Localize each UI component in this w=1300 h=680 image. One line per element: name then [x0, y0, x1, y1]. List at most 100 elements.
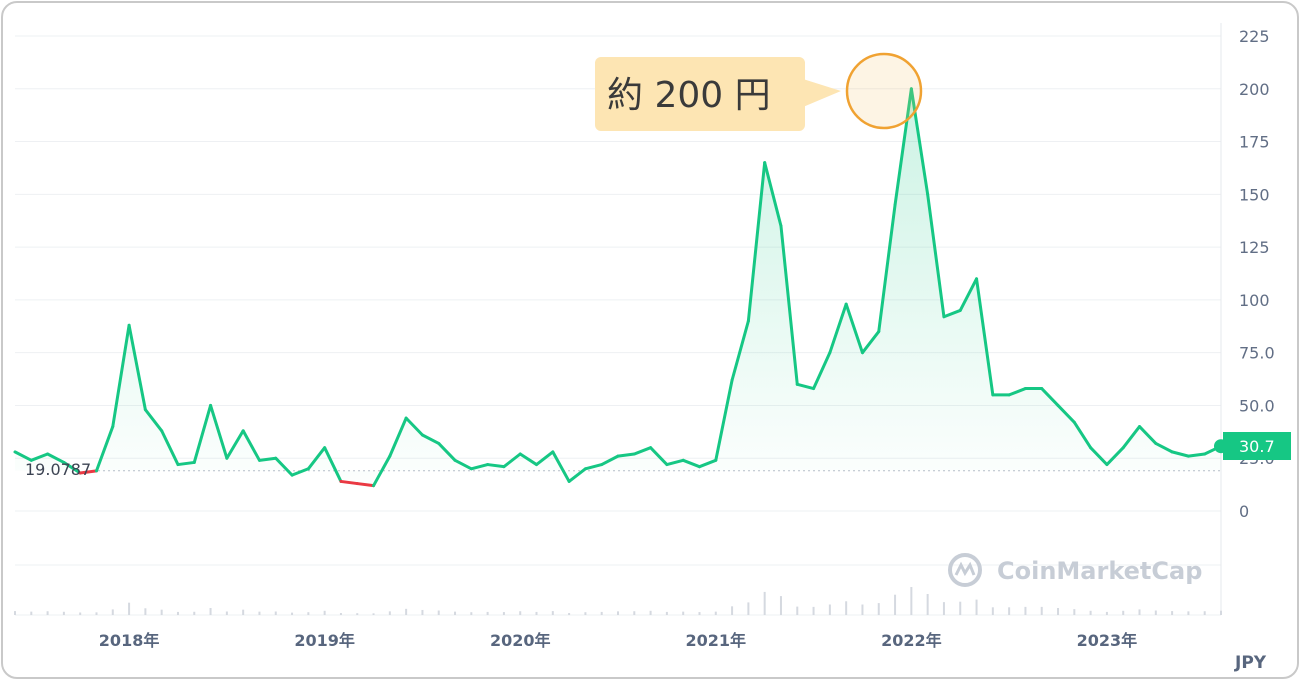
volume-bar	[486, 611, 489, 615]
volume-bar	[323, 610, 326, 615]
volume-bar	[1008, 607, 1011, 615]
price-segment	[697, 458, 718, 469]
y-tick-label: 75.0	[1239, 344, 1275, 363]
volume-bar	[14, 611, 16, 615]
price-segment	[1007, 387, 1027, 397]
volume-bar	[437, 610, 440, 615]
volume-bar	[1171, 611, 1174, 615]
price-segment	[714, 378, 734, 462]
price-segment	[583, 463, 604, 471]
volume-bar	[1203, 611, 1206, 615]
currency-label: JPY	[1234, 653, 1267, 673]
volume-bar	[910, 587, 913, 615]
volume-bar	[682, 611, 685, 615]
price-segment	[926, 192, 946, 319]
price-segment	[209, 403, 229, 460]
price-segment	[1089, 446, 1109, 467]
volume-bar	[144, 608, 147, 615]
volume-bar	[470, 612, 473, 615]
volume-bar	[1187, 611, 1190, 615]
volume-bar	[274, 611, 277, 615]
volume-bar	[617, 611, 619, 615]
price-segment	[975, 277, 995, 397]
price-segment	[62, 460, 82, 475]
volume-bar	[796, 606, 799, 615]
price-segment	[958, 277, 979, 312]
price-segment	[404, 416, 424, 437]
x-tick-label: 2021年	[686, 631, 747, 650]
price-segment	[1138, 425, 1158, 445]
price-segment	[143, 408, 164, 433]
price-segment	[274, 456, 294, 477]
y-tick-label: 225	[1239, 27, 1270, 46]
price-segment	[257, 456, 278, 462]
volume-bar	[991, 607, 994, 615]
volume-bar	[535, 611, 538, 615]
callout-text: 約 200 円	[607, 75, 771, 116]
y-tick-label: 175	[1239, 133, 1270, 152]
price-area-fill	[15, 88, 1221, 486]
peak-highlight-circle	[845, 52, 923, 130]
current-price-badge: 30.7	[1223, 432, 1291, 460]
peak-callout: 約 200 円	[595, 57, 841, 131]
y-tick-label: 200	[1239, 80, 1270, 99]
volume-bar	[1089, 610, 1092, 615]
price-segment	[893, 87, 913, 207]
price-segment	[355, 482, 376, 488]
price-segment	[518, 452, 539, 467]
volume-bar	[62, 611, 65, 615]
volume-bar	[779, 596, 782, 615]
volume-bar	[1040, 606, 1043, 615]
volume-bar	[339, 613, 342, 615]
price-segment	[877, 203, 897, 334]
price-segment	[763, 161, 783, 228]
volume-bar	[160, 609, 163, 615]
volume-bar	[1138, 609, 1141, 615]
volume-bar	[1073, 609, 1076, 615]
volume-bar	[877, 603, 880, 615]
volume-bar	[176, 611, 179, 615]
price-segment	[665, 458, 685, 467]
price-segment	[551, 450, 571, 483]
volume-bar	[551, 611, 554, 615]
price-segment	[469, 463, 490, 471]
volume-bar	[714, 611, 717, 615]
price-segment	[290, 467, 310, 477]
x-tick-label: 2020年	[490, 631, 551, 650]
price-segment	[46, 452, 66, 464]
volume-bar	[111, 609, 114, 615]
volume-bar	[731, 606, 734, 615]
y-tick-label: 0	[1239, 502, 1249, 521]
volume-bars	[14, 587, 1222, 615]
price-segment	[649, 446, 669, 467]
baseline-label: 19.0787	[25, 460, 91, 479]
volume-bar	[1220, 610, 1222, 615]
volume-bar	[861, 604, 864, 615]
volume-bar	[698, 612, 701, 615]
volume-bar	[894, 594, 897, 615]
volume-bar	[812, 606, 815, 615]
price-segment	[127, 323, 147, 412]
volume-bar	[845, 601, 848, 615]
volume-bar	[600, 611, 603, 615]
current-price-label: 30.7	[1239, 437, 1275, 456]
price-segment	[1072, 420, 1093, 450]
price-segment	[323, 446, 343, 483]
coinmarketcap-watermark: CoinMarketCap	[948, 553, 1202, 587]
volume-bar	[356, 613, 359, 615]
volume-bar	[258, 611, 261, 615]
volume-bar	[959, 601, 962, 615]
price-segment	[812, 351, 832, 391]
price-segment	[1056, 403, 1076, 424]
price-segment	[746, 161, 767, 323]
volume-bar	[975, 599, 978, 615]
price-segment	[600, 454, 620, 467]
price-segment	[13, 450, 33, 462]
x-tick-label: 2019年	[294, 631, 355, 650]
volume-bar	[291, 612, 294, 615]
price-segment	[502, 452, 522, 469]
y-tick-label: 50.0	[1239, 396, 1275, 415]
volume-bar	[388, 611, 391, 615]
y-tick-label: 150	[1239, 185, 1270, 204]
volume-bar	[568, 613, 571, 615]
